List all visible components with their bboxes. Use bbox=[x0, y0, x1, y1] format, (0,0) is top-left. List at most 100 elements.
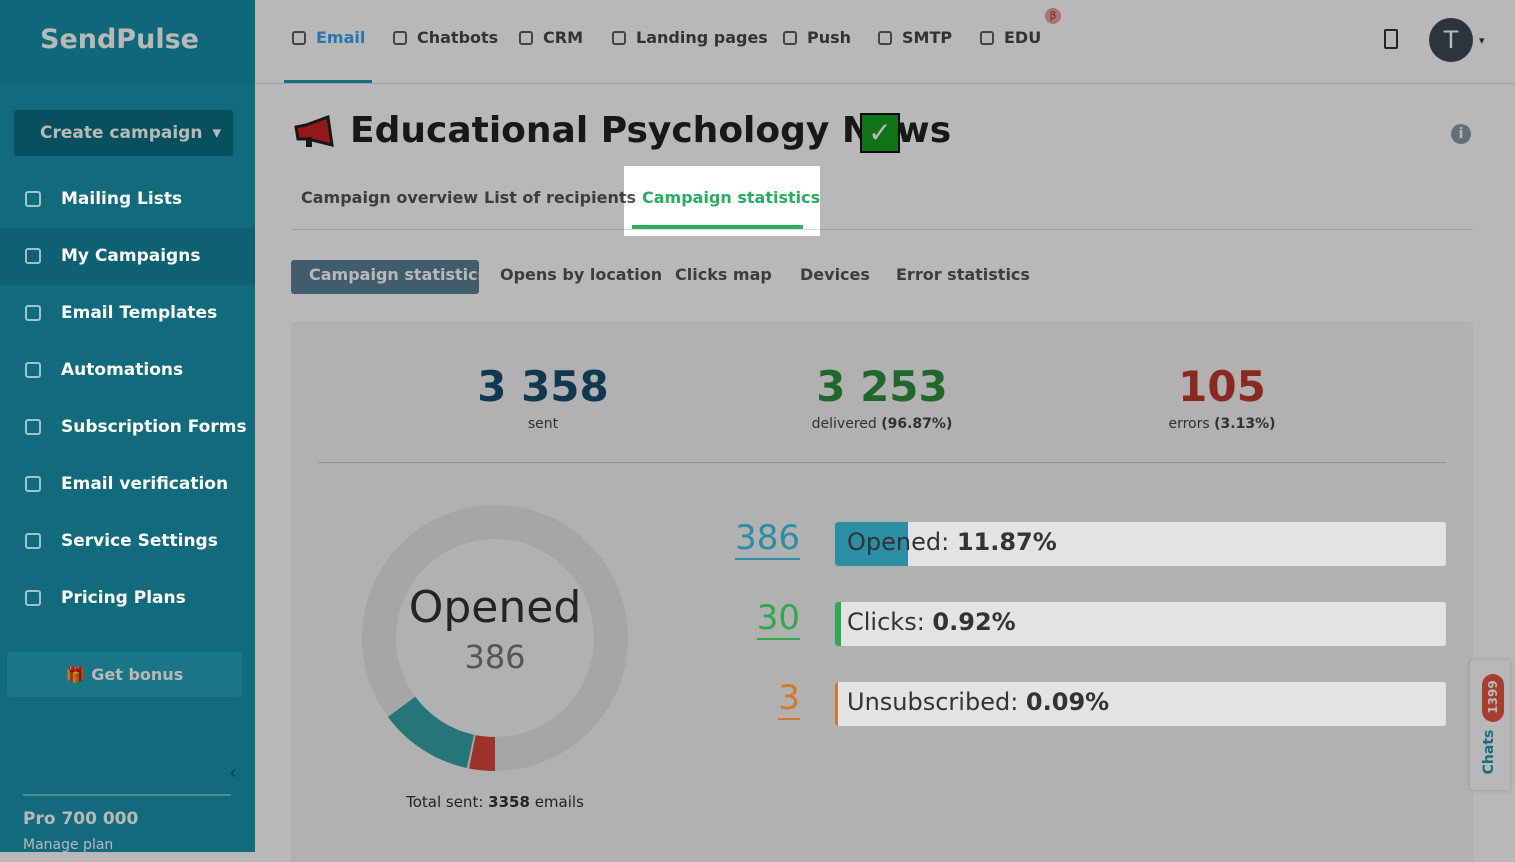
nav-item[interactable]: Push bbox=[783, 28, 851, 47]
nav-icon bbox=[783, 30, 797, 45]
plan: Pro 700 000 bbox=[23, 809, 139, 829]
avatar[interactable]: T bbox=[1429, 18, 1473, 62]
row-bar-fill bbox=[835, 682, 838, 726]
beta-badge: β bbox=[1045, 8, 1061, 24]
row-count[interactable]: 30 bbox=[680, 598, 800, 640]
subtab[interactable]: Error statistics bbox=[896, 265, 1030, 284]
total-suffix: emails bbox=[534, 793, 584, 811]
tab[interactable]: Campaign overview bbox=[301, 188, 479, 207]
manage-plan[interactable]: Manage plan bbox=[23, 837, 114, 853]
row-count[interactable]: 386 bbox=[680, 518, 800, 560]
nav-icon bbox=[393, 30, 407, 45]
menu-item[interactable]: Email Templates bbox=[0, 284, 255, 341]
menu-label: Subscription Forms bbox=[61, 416, 247, 437]
subtab-active-bg bbox=[291, 260, 479, 294]
row-text: Unsubscribed: 0.09% bbox=[847, 688, 1109, 716]
tab[interactable]: List of recipients bbox=[484, 188, 637, 207]
menu-label: Email verification bbox=[61, 473, 229, 494]
stats-card bbox=[291, 322, 1473, 862]
tab-active[interactable]: Campaign statistics bbox=[642, 188, 821, 207]
nav-item[interactable]: SMTP bbox=[878, 28, 952, 47]
menu-label: Automations bbox=[61, 359, 184, 380]
row-label: Opened: bbox=[847, 528, 950, 556]
nav-item[interactable]: Landing pages bbox=[612, 28, 768, 47]
nav-underline bbox=[284, 80, 372, 83]
nav-item[interactable]: Chatbots bbox=[393, 28, 498, 47]
nav-label: Chatbots bbox=[417, 28, 499, 47]
menu-item[interactable]: My Campaigns bbox=[0, 227, 255, 284]
menu-item[interactable]: Email verification bbox=[0, 455, 255, 512]
nav-label: SMTP bbox=[902, 28, 953, 47]
total-sent: Total sent: 3358 emails bbox=[345, 793, 645, 811]
menu-item[interactable]: Pricing Plans bbox=[0, 569, 255, 626]
subtab[interactable]: Devices bbox=[800, 265, 870, 284]
row-bar bbox=[835, 522, 1446, 566]
delivered-count: 3 253 bbox=[816, 362, 948, 411]
menu-label: My Campaigns bbox=[61, 245, 201, 266]
nav-icon bbox=[878, 30, 892, 45]
menu-icon bbox=[25, 418, 41, 435]
nav-item[interactable]: CRM bbox=[519, 28, 583, 47]
menu-icon bbox=[25, 190, 41, 207]
row-count[interactable]: 3 bbox=[680, 678, 800, 720]
row-bar bbox=[835, 682, 1446, 726]
subtab[interactable]: Clicks map bbox=[675, 265, 772, 284]
nav-label: Email bbox=[316, 28, 366, 47]
divider bbox=[318, 462, 1446, 463]
brand[interactable]: SendPulse bbox=[40, 24, 199, 55]
chats-badge bbox=[1482, 674, 1504, 722]
nav-item[interactable]: EDU bbox=[980, 28, 1041, 47]
row-label: Unsubscribed: bbox=[847, 688, 1019, 716]
row-count-value: 3 bbox=[778, 678, 800, 720]
menu-icon bbox=[25, 247, 41, 264]
row-bar-fill bbox=[835, 602, 841, 646]
menu-item[interactable]: Subscription Forms bbox=[0, 398, 255, 455]
nav-icon bbox=[292, 30, 306, 45]
delivered-label: delivered (96.87%) bbox=[732, 416, 1032, 432]
total-value: 3358 bbox=[488, 793, 530, 811]
row-bar bbox=[835, 602, 1446, 646]
create-campaign[interactable]: Create campaign ▾ bbox=[14, 110, 233, 156]
get-bonus[interactable]: 🎁 Get bonus bbox=[7, 652, 242, 697]
active-item-bg bbox=[0, 228, 255, 285]
megaphone-icon bbox=[294, 115, 334, 147]
sent-count: 3 358 bbox=[477, 362, 609, 411]
row-label: Clicks: bbox=[847, 608, 925, 636]
row-count-value: 30 bbox=[756, 598, 800, 640]
sent-label: sent bbox=[527, 416, 559, 432]
collapse[interactable]: ‹ bbox=[229, 760, 237, 784]
mobile-icon[interactable] bbox=[1384, 29, 1398, 49]
nav-icon bbox=[519, 30, 533, 45]
menu-item[interactable]: Service Settings bbox=[0, 512, 255, 569]
subtab-active[interactable]: Campaign statistics bbox=[309, 265, 488, 284]
delivered-pct: (96.87%) bbox=[881, 416, 953, 432]
errors-text: errors bbox=[1168, 416, 1210, 432]
avatar-caret[interactable]: ▾ bbox=[1479, 34, 1485, 47]
row-pct: 0.09% bbox=[1025, 688, 1110, 716]
menu-item[interactable]: Automations bbox=[0, 341, 255, 398]
sidebar: SendPulse Create campaign ▾ 🎁 Get bonus ‹… bbox=[0, 0, 255, 853]
menu-label: Service Settings bbox=[61, 530, 218, 551]
subtab[interactable]: Opens by location bbox=[500, 265, 663, 284]
bonus-label: Get bonus bbox=[91, 665, 184, 684]
tab-underline bbox=[632, 225, 803, 229]
tab-line bbox=[291, 229, 1473, 230]
donut-chart bbox=[362, 505, 628, 771]
nav-icon bbox=[980, 30, 994, 45]
row-text: Clicks: 0.92% bbox=[847, 608, 1016, 636]
chats-count: 1399 bbox=[1486, 680, 1500, 714]
chats-label: Chats bbox=[1481, 729, 1497, 775]
menu-item[interactable]: Mailing Lists bbox=[0, 170, 255, 227]
divider bbox=[23, 794, 231, 796]
menu-label: Email Templates bbox=[61, 302, 218, 323]
nav-label: Push bbox=[807, 28, 852, 47]
menu-label: Pricing Plans bbox=[61, 587, 186, 608]
row-count-value: 386 bbox=[735, 518, 800, 560]
info-icon[interactable]: i bbox=[1451, 124, 1471, 144]
nav-label: Landing pages bbox=[636, 28, 768, 47]
errors-segment bbox=[469, 735, 496, 771]
chats-widget[interactable]: 1399 Chats bbox=[1470, 660, 1510, 790]
menu-icon bbox=[25, 475, 41, 492]
nav-item[interactable]: Email bbox=[292, 28, 365, 47]
